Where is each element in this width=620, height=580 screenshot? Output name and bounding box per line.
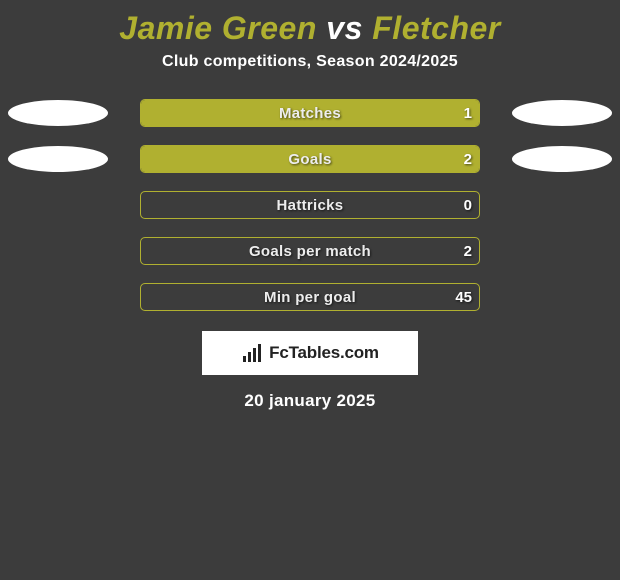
- stat-bar: [140, 283, 480, 311]
- comparison-title: Jamie Green vs Fletcher: [0, 0, 620, 53]
- stat-bar: [140, 237, 480, 265]
- vs-text: vs: [326, 10, 363, 46]
- brand-text: FcTables.com: [269, 343, 379, 363]
- player2-marker-icon: [512, 100, 612, 126]
- stat-bar-fill: [141, 146, 479, 172]
- player1-name: Jamie Green: [119, 10, 317, 46]
- stat-row: Goals per match 2: [0, 237, 620, 265]
- player2-name: Fletcher: [372, 10, 500, 46]
- bar-chart-icon: [241, 344, 263, 362]
- brand-badge[interactable]: FcTables.com: [202, 331, 418, 375]
- stat-row: Min per goal 45: [0, 283, 620, 311]
- footer-date: 20 january 2025: [0, 391, 620, 411]
- stat-bar: [140, 99, 480, 127]
- stats-rows: Matches 1 Goals 2 Hattricks 0 Goals per …: [0, 99, 620, 311]
- player1-marker-icon: [8, 100, 108, 126]
- stat-bar-fill: [141, 100, 479, 126]
- stat-row: Hattricks 0: [0, 191, 620, 219]
- player1-marker-icon: [8, 146, 108, 172]
- stat-row: Goals 2: [0, 145, 620, 173]
- subtitle: Club competitions, Season 2024/2025: [0, 53, 620, 71]
- player2-marker-icon: [512, 146, 612, 172]
- stat-bar: [140, 145, 480, 173]
- stat-bar: [140, 191, 480, 219]
- stat-row: Matches 1: [0, 99, 620, 127]
